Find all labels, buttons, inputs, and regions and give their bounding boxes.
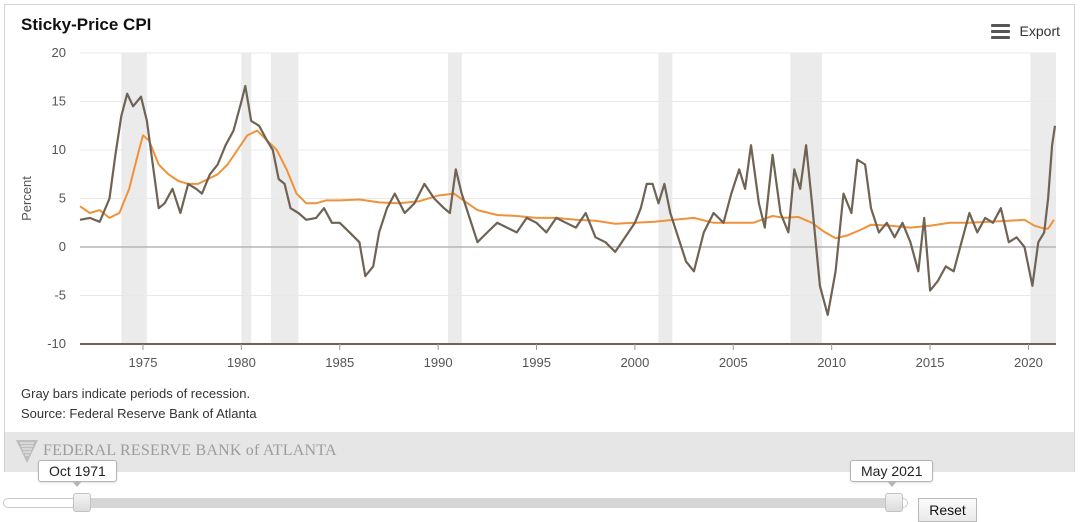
menu-icon — [990, 23, 1010, 39]
x-tick-label: 1975 — [129, 355, 158, 370]
gridlines — [80, 52, 1056, 296]
x-tick-label: 1980 — [227, 355, 256, 370]
range-end-handle[interactable] — [885, 493, 903, 512]
export-label: Export — [1019, 23, 1060, 39]
range-slider-selection[interactable] — [81, 498, 894, 508]
y-tick-label: 15 — [52, 94, 66, 109]
chart-panel: Sticky-Price CPI Export -10 -5 0 5 10 15 20 197… — [4, 4, 1075, 472]
y-tick-label: 20 — [52, 45, 66, 60]
recession-note: Gray bars indicate periods of recession. — [21, 386, 251, 401]
x-tick-label: 2010 — [817, 355, 846, 370]
eagle-emblem-icon — [16, 440, 38, 463]
x-tick-label: 1985 — [325, 355, 354, 370]
fed-wordmark: FEDERAL RESERVE BANK of ATLANTA — [43, 442, 337, 459]
series-line-2 — [79, 84, 1057, 316]
range-end-label: May 2021 — [850, 460, 934, 487]
export-button[interactable]: Export — [990, 21, 1060, 41]
line-chart: -10 -5 0 5 10 15 20 1975 1980 1985 1990 1995 2000 200… — [19, 45, 1057, 370]
x-tick-label: 2015 — [916, 355, 945, 370]
y-tick-label: 10 — [52, 142, 66, 157]
range-start-handle[interactable] — [73, 493, 91, 512]
fed-logo: FEDERAL RESERVE BANK of ATLANTA — [15, 438, 337, 464]
y-tick-label: 0 — [59, 239, 66, 254]
y-tick-label: -5 — [54, 288, 66, 303]
source-note: Source: Federal Reserve Bank of Atlanta — [21, 406, 257, 421]
chart-title: Sticky-Price CPI — [21, 15, 152, 34]
x-tick-label: 2020 — [1014, 355, 1043, 370]
series-lines — [79, 84, 1057, 316]
axes: -10 -5 0 5 10 15 20 1975 1980 1985 1990 1995 2000 200… — [19, 45, 1056, 370]
x-tick-label: 2005 — [719, 355, 748, 370]
y-axis-label: Percent — [19, 176, 34, 221]
x-tick-label: 2000 — [620, 355, 649, 370]
y-tick-label: -10 — [47, 336, 66, 351]
reset-button[interactable]: Reset — [918, 498, 977, 522]
range-start-label: Oct 1971 — [38, 460, 117, 487]
y-tick-label: 5 — [59, 191, 66, 206]
x-tick-label: 1990 — [424, 355, 453, 370]
x-tick-label: 1995 — [522, 355, 551, 370]
